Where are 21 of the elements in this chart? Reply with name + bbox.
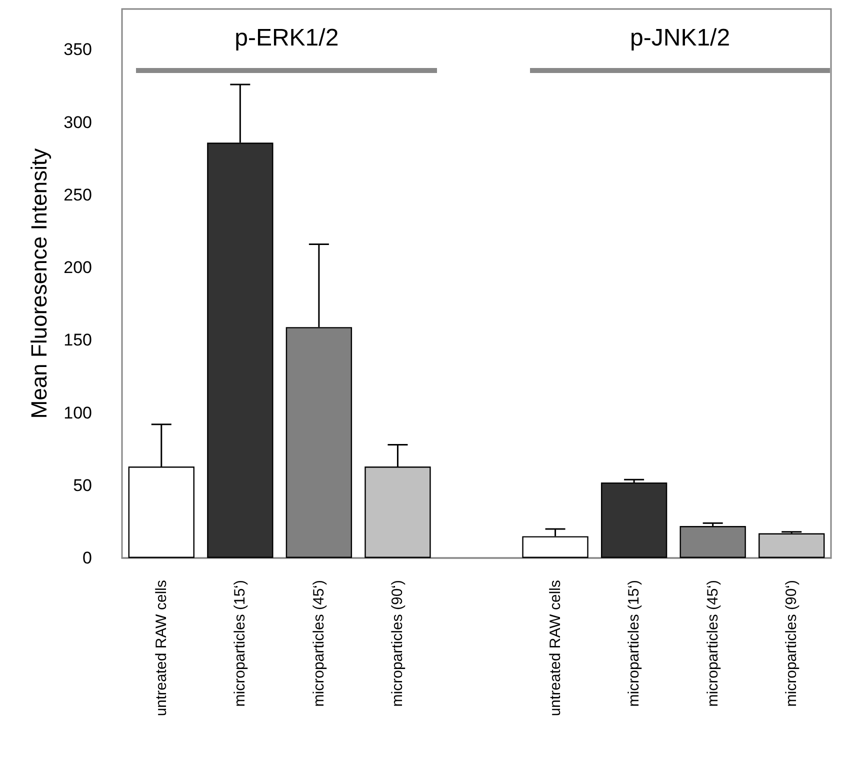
x-tick-label: microparticles (45‘) (310, 580, 328, 707)
x-tick-label: untreated RAW cells (546, 580, 564, 716)
y-tick-label: 250 (64, 185, 92, 204)
annotation: p-ERK1/2 (234, 24, 339, 52)
y-tick-label: 150 (64, 330, 92, 350)
y-tick-label: 350 (64, 40, 92, 60)
y-tick-label: 200 (64, 258, 92, 278)
bar (758, 533, 825, 558)
y-tick-label: 50 (73, 476, 92, 495)
y-axis-title: Mean Fluoresence Intensity (26, 148, 52, 419)
x-tick-label: microparticles (15‘) (232, 580, 249, 707)
annotation: p-JNK1/2 (630, 24, 730, 52)
x-tick-label: microparticles (90‘) (389, 580, 406, 707)
y-tick-label: 300 (64, 112, 92, 132)
y-tick-label: 100 (64, 403, 92, 422)
x-tick-label: microparticles (15‘) (626, 580, 643, 707)
y-tick-label: 0 (82, 548, 92, 568)
x-tick-label: untreated RAW cells (152, 580, 170, 716)
x-tick-label: microparticles (45‘) (704, 580, 722, 707)
bar (600, 482, 668, 558)
x-tick-label: microparticles (90‘) (783, 580, 800, 707)
